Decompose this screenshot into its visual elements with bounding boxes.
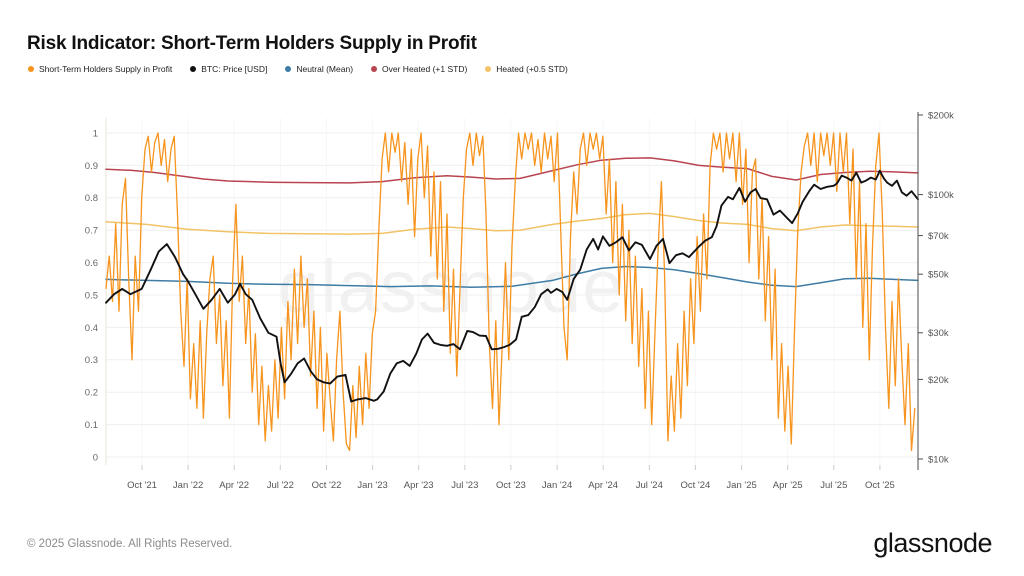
svg-text:$200k: $200k <box>928 110 954 121</box>
legend-dot-icon <box>371 66 378 72</box>
svg-text:Apr '25: Apr '25 <box>773 480 803 491</box>
svg-text:$50k: $50k <box>928 270 949 281</box>
legend-item-heated[interactable]: Heated (+0.5 STD) <box>485 64 568 74</box>
svg-text:Oct '21: Oct '21 <box>127 480 157 491</box>
svg-text:0.4: 0.4 <box>85 323 98 334</box>
svg-text:Jul '23: Jul '23 <box>451 480 478 491</box>
svg-text:Apr '22: Apr '22 <box>219 480 249 491</box>
svg-text:Apr '24: Apr '24 <box>588 480 618 491</box>
legend-item-label: Heated (+0.5 STD) <box>496 64 568 74</box>
svg-text:Oct '25: Oct '25 <box>865 480 895 491</box>
legend-item-label: Over Heated (+1 STD) <box>382 64 468 74</box>
page-title: Risk Indicator: Short-Term Holders Suppl… <box>27 32 477 54</box>
glassnode-logo: glassnode <box>873 528 992 558</box>
svg-text:$30k: $30k <box>928 328 949 339</box>
svg-text:Jul '25: Jul '25 <box>820 480 847 491</box>
svg-text:Jul '24: Jul '24 <box>636 480 663 491</box>
legend-dot-icon <box>28 66 34 72</box>
svg-text:Jan '25: Jan '25 <box>726 480 756 491</box>
legend-item-btc-price[interactable]: BTC: Price [USD] <box>190 64 267 74</box>
svg-text:Jul '22: Jul '22 <box>267 480 294 491</box>
legend-item-label: Neutral (Mean) <box>296 64 354 74</box>
svg-text:Oct '22: Oct '22 <box>312 480 342 491</box>
legend-dot-icon <box>485 66 492 72</box>
svg-text:Oct '23: Oct '23 <box>496 480 526 491</box>
svg-text:0.1: 0.1 <box>85 420 98 431</box>
copyright-text: © 2025 Glassnode. All Rights Reserved. <box>27 538 233 550</box>
svg-text:0.9: 0.9 <box>85 161 98 172</box>
legend-item-label: Short-Term Holders Supply in Profit <box>39 64 173 74</box>
svg-text:$100k: $100k <box>928 190 954 201</box>
svg-text:Jan '23: Jan '23 <box>357 480 387 491</box>
svg-text:Jan '22: Jan '22 <box>173 480 203 491</box>
svg-text:$20k: $20k <box>928 375 949 386</box>
legend-item-over-heated[interactable]: Over Heated (+1 STD) <box>371 64 467 74</box>
svg-text:Jan '24: Jan '24 <box>542 480 572 491</box>
svg-text:Apr '23: Apr '23 <box>404 480 434 491</box>
legend-item-label: BTC: Price [USD] <box>201 64 268 74</box>
svg-text:0.3: 0.3 <box>85 355 98 366</box>
legend-item-sth-supply-in-profit[interactable]: Short-Term Holders Supply in Profit <box>28 64 172 74</box>
svg-text:1: 1 <box>93 128 98 139</box>
legend-item-neutral-mean[interactable]: Neutral (Mean) <box>285 64 353 74</box>
svg-text:$10k: $10k <box>928 454 949 465</box>
svg-text:0.5: 0.5 <box>85 290 98 301</box>
svg-text:Oct '24: Oct '24 <box>680 480 710 491</box>
svg-text:0.8: 0.8 <box>85 193 98 204</box>
legend-dot-icon <box>285 66 292 72</box>
svg-text:0.7: 0.7 <box>85 226 98 237</box>
chart-legend: Short-Term Holders Supply in Profit BTC:… <box>28 64 568 74</box>
svg-text:$70k: $70k <box>928 231 949 242</box>
svg-text:0.2: 0.2 <box>85 388 98 399</box>
svg-text:0.6: 0.6 <box>85 258 98 269</box>
legend-dot-icon <box>190 66 197 72</box>
svg-text:0: 0 <box>93 452 98 463</box>
